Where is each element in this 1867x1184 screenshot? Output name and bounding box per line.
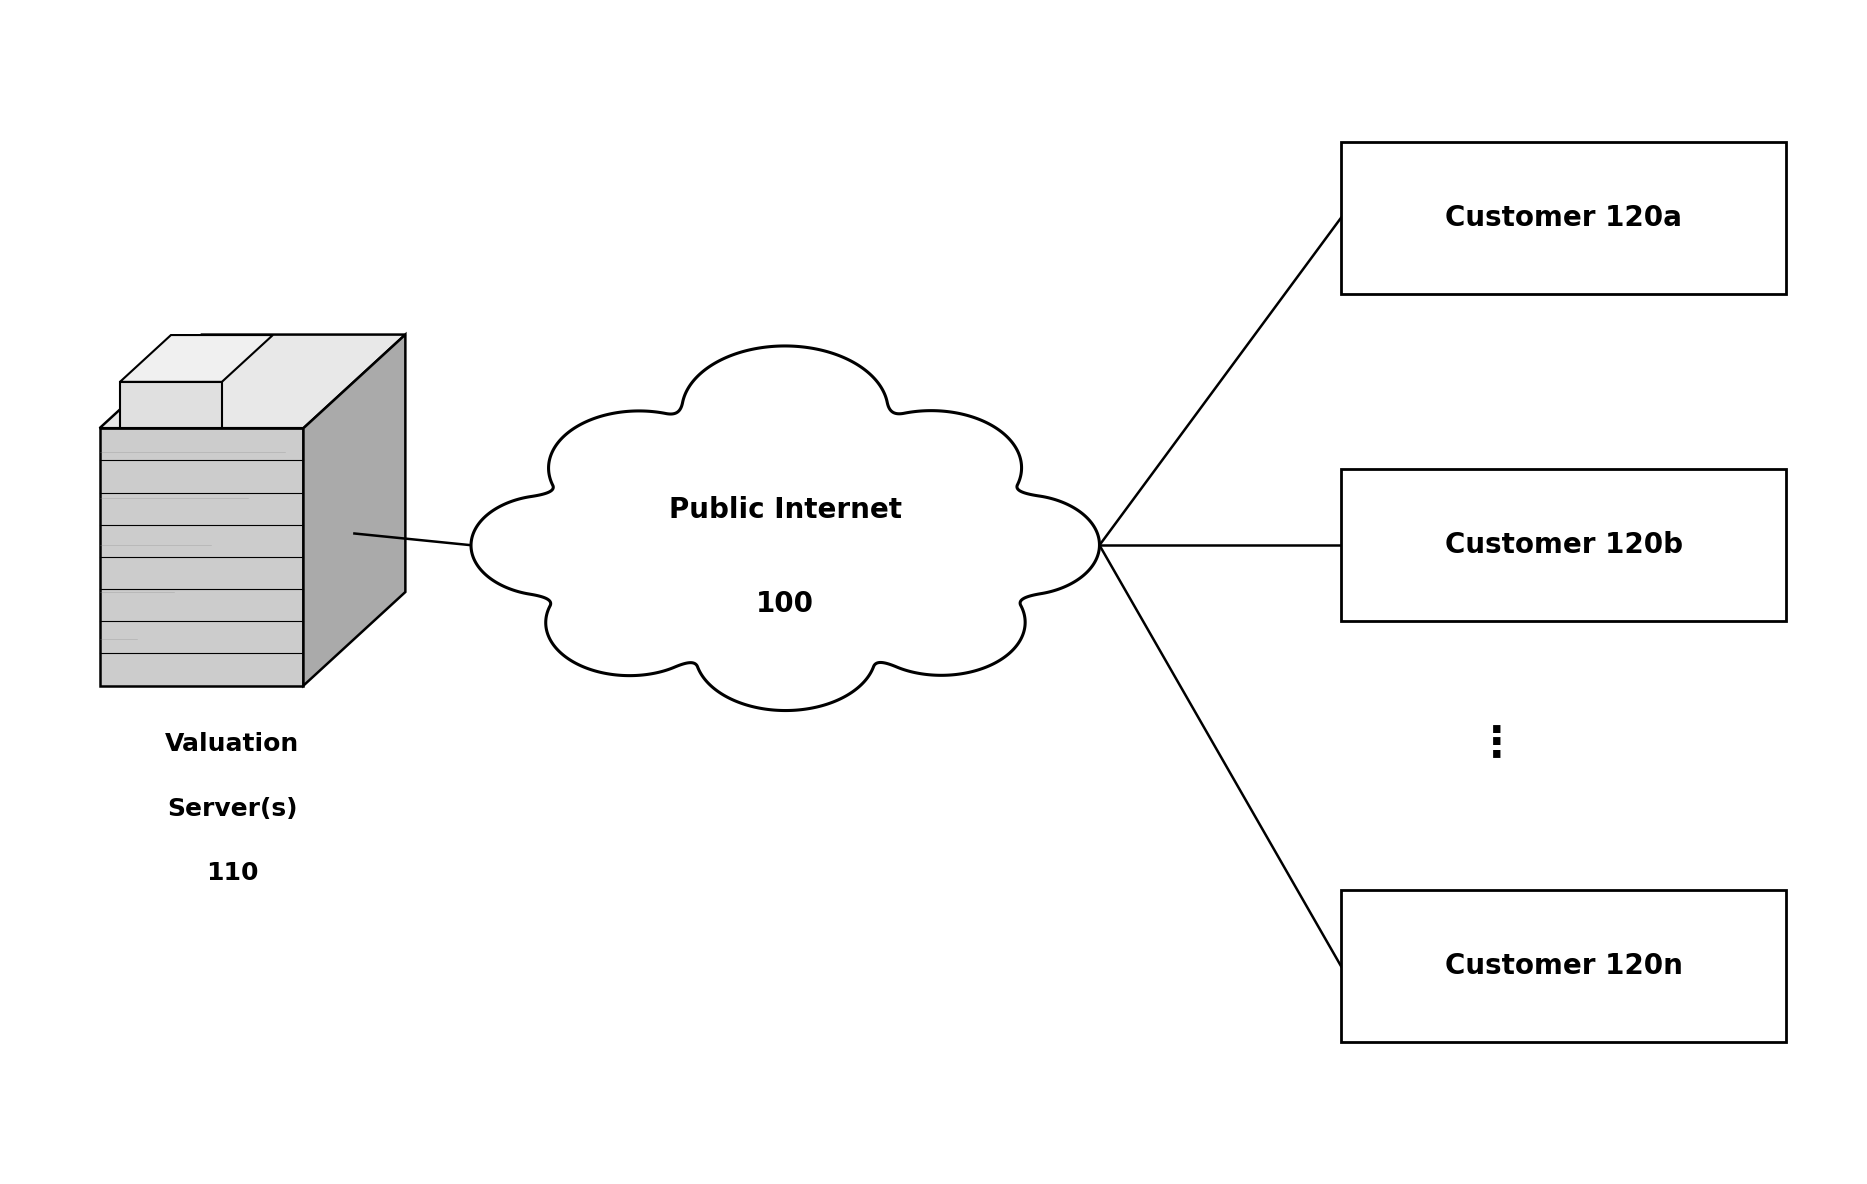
Text: Customer 120n: Customer 120n <box>1445 952 1682 980</box>
Text: Customer 120a: Customer 120a <box>1445 204 1682 232</box>
Bar <box>1341 142 1787 294</box>
Text: ⋮: ⋮ <box>1477 723 1518 765</box>
Polygon shape <box>119 335 273 382</box>
Polygon shape <box>99 429 304 686</box>
Polygon shape <box>99 335 405 429</box>
Text: Public Internet: Public Internet <box>668 496 902 525</box>
Text: Valuation: Valuation <box>164 733 299 757</box>
Text: 100: 100 <box>756 590 814 618</box>
Bar <box>1341 890 1787 1042</box>
Bar <box>1341 469 1787 622</box>
Text: Server(s): Server(s) <box>166 797 297 821</box>
Polygon shape <box>470 346 1100 710</box>
Polygon shape <box>119 382 222 429</box>
Polygon shape <box>304 335 405 686</box>
Text: 110: 110 <box>205 861 258 886</box>
Text: Customer 120b: Customer 120b <box>1445 532 1682 559</box>
